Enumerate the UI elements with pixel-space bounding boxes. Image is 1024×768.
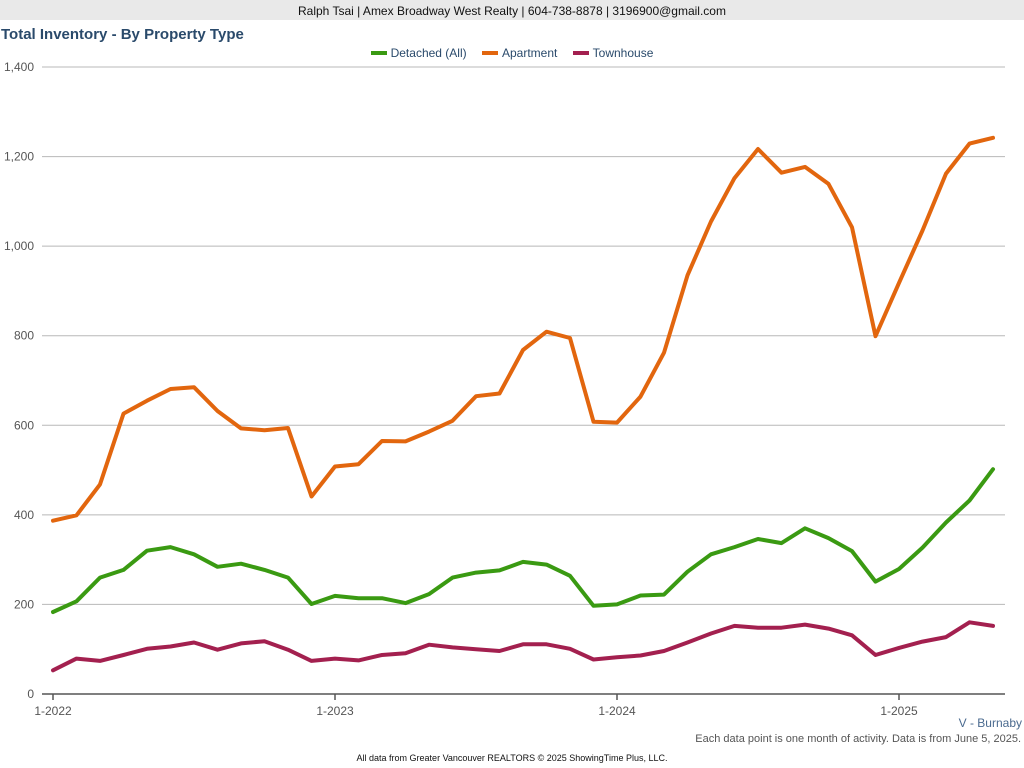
legend-item-detached[interactable]: Detached (All) xyxy=(370,46,467,60)
series-line-apartment xyxy=(51,135,995,523)
legend-item-apartment[interactable]: Apartment xyxy=(481,46,558,60)
chart-title: Total Inventory - By Property Type xyxy=(1,26,244,43)
y-tick-label: 1,200 xyxy=(4,150,34,164)
y-tick-label: 1,000 xyxy=(4,239,34,253)
legend-swatch-townhouse xyxy=(572,50,589,55)
x-tick-label: 1-2024 xyxy=(598,704,636,718)
series-line-townhouse xyxy=(51,620,995,673)
chart-legend: Detached (All) Apartment Townhouse xyxy=(0,46,1024,60)
data-note: Each data point is one month of activity… xyxy=(695,733,1021,745)
y-tick-label: 800 xyxy=(14,329,34,343)
y-tick-label: 400 xyxy=(14,508,34,522)
x-tick-label: 1-2022 xyxy=(34,704,72,718)
legend-swatch-detached xyxy=(370,50,387,55)
y-tick-label: 600 xyxy=(14,418,34,432)
x-tick-label: 1-2023 xyxy=(316,704,354,718)
x-tick-label: 1-2025 xyxy=(880,704,918,718)
y-tick-label: 1,400 xyxy=(4,60,34,74)
legend-label-detached: Detached (All) xyxy=(390,46,467,60)
legend-label-townhouse: Townhouse xyxy=(592,46,654,60)
series-line-detached-all xyxy=(51,467,995,614)
contact-header: Ralph Tsai | Amex Broadway West Realty |… xyxy=(0,0,1024,20)
y-tick-label: 200 xyxy=(14,597,34,611)
y-tick-label: 0 xyxy=(27,687,34,701)
legend-item-townhouse[interactable]: Townhouse xyxy=(572,46,654,60)
region-label: V - Burnaby xyxy=(958,716,1022,730)
legend-label-apartment: Apartment xyxy=(501,46,558,60)
copyright-footer: All data from Greater Vancouver REALTORS… xyxy=(356,753,668,763)
legend-swatch-apartment xyxy=(481,50,498,55)
